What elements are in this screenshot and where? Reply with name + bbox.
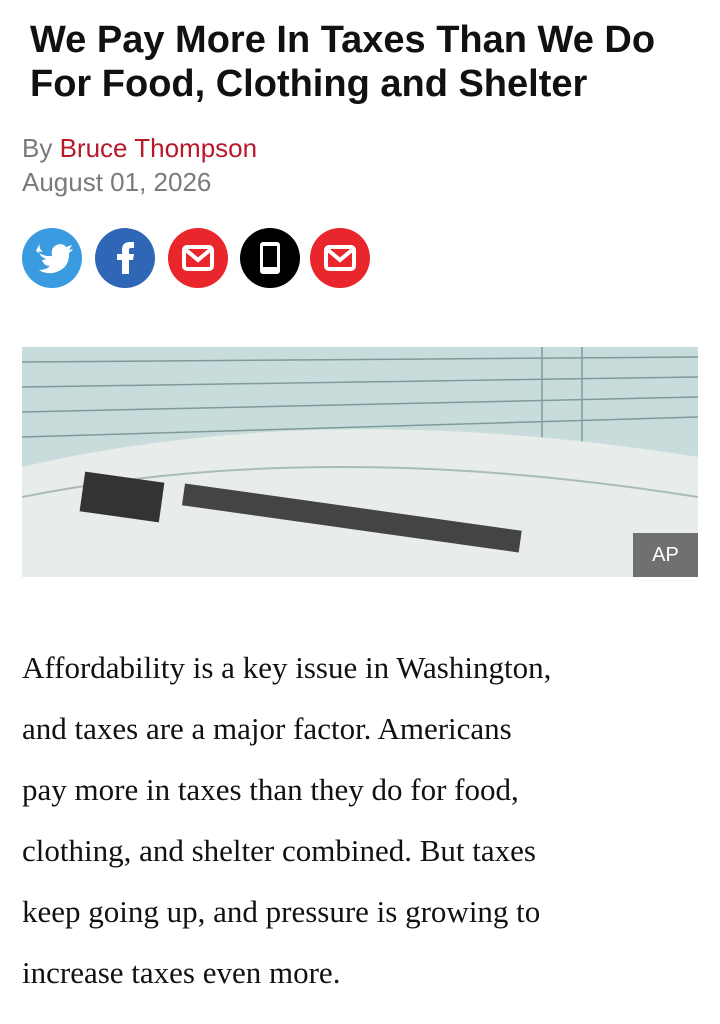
email-share[interactable] <box>310 228 370 288</box>
body-line: increase taxes even more. <box>22 955 341 990</box>
headline-line: For Food, Clothing and Shelter <box>30 63 588 105</box>
body-line: pay more in taxes than they do for food, <box>22 772 519 807</box>
headline-line: We Pay More In Taxes Than We Do <box>30 19 656 61</box>
author-link[interactable]: Bruce Thompson <box>59 133 258 163</box>
byline-prefix: By <box>22 133 53 163</box>
body-line: clothing, and shelter combined. But taxe… <box>22 833 536 868</box>
byline: By Bruce Thompson <box>22 133 257 164</box>
body-line: Affordability is a key issue in Washingt… <box>22 650 552 685</box>
facebook-share[interactable] <box>95 228 155 288</box>
sms-share[interactable] <box>240 228 300 288</box>
publish-date: August 01, 2026 <box>22 167 212 197</box>
body-line: and taxes are a major factor. Americans <box>22 711 512 746</box>
email-share[interactable] <box>168 228 228 288</box>
article-body: Affordability is a key issue in Washingt… <box>22 637 712 1003</box>
body-line: keep going up, and pressure is growing t… <box>22 894 541 929</box>
photo-credit: AP <box>633 533 698 577</box>
headline: We Pay More In Taxes Than We Do For Food… <box>30 18 720 106</box>
photo-art <box>22 347 698 577</box>
share-bar <box>22 228 370 288</box>
article-photo: AP <box>22 347 698 577</box>
twitter-share[interactable] <box>22 228 82 288</box>
